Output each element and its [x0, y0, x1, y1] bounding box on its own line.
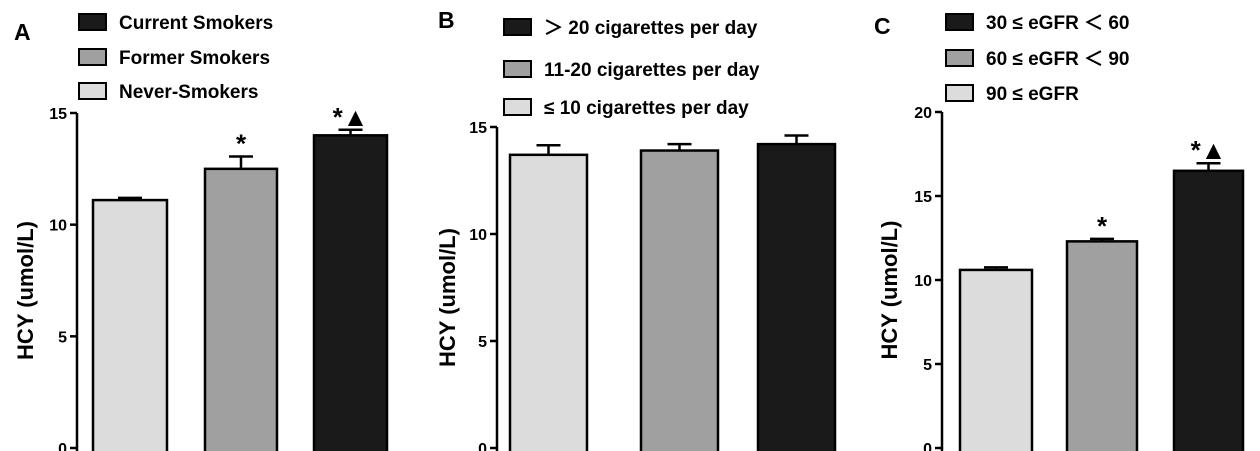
y-tick-label: 0 — [58, 441, 67, 451]
y-tick-label: 20 — [914, 105, 932, 122]
y-axis-label: HCY (umol/L) — [13, 221, 38, 360]
legend-label: 30 ≤ eGFR ＜ 60 — [986, 13, 1129, 34]
legend-swatch — [78, 13, 107, 31]
significance-annotation: *▲ — [333, 102, 369, 132]
y-tick-label: 10 — [914, 273, 932, 290]
legend-label: Current Smokers — [119, 13, 273, 34]
panel-letter: B — [438, 7, 455, 33]
y-axis-label: HCY (umol/L) — [435, 228, 460, 367]
legend-label: ＞ 20 cigarettes per day — [544, 18, 758, 39]
panel-letter: C — [874, 13, 891, 39]
bar — [756, 142, 837, 451]
y-tick-label: 15 — [49, 106, 67, 123]
bar — [1065, 240, 1139, 451]
legend-label: 60 ≤ eGFR ＜ 90 — [986, 49, 1129, 70]
panel-a: A Current Smokers Former Smokers Never-Smok… — [13, 13, 389, 451]
panel-letter: A — [14, 19, 31, 45]
legend-label: Never-Smokers — [119, 82, 258, 103]
significance-annotation: * — [236, 129, 247, 159]
bar — [91, 198, 169, 451]
bar — [958, 268, 1034, 451]
y-axis-label: HCY (umol/L) — [877, 221, 902, 360]
y-tick-label: 10 — [49, 218, 67, 235]
legend-swatch — [503, 60, 532, 78]
bar — [508, 153, 589, 451]
bar — [1172, 169, 1245, 451]
y-tick-label: 5 — [58, 329, 67, 346]
bar — [203, 167, 279, 451]
legend-swatch — [78, 82, 107, 100]
y-tick-label: 5 — [478, 334, 487, 351]
y-tick-label: 0 — [923, 441, 932, 451]
legend-label: Former Smokers — [119, 48, 270, 69]
legend-swatch — [945, 84, 974, 102]
significance-annotation: * — [1097, 211, 1108, 241]
legend-label: ≤ 10 cigarettes per day — [544, 98, 749, 119]
significance-annotation: *▲ — [1191, 135, 1227, 165]
legend-swatch — [503, 98, 532, 116]
legend-label: 11-20 cigarettes per day — [544, 60, 760, 81]
legend-swatch — [945, 13, 974, 31]
panel-c: C 30 ≤ eGFR ＜ 60 60 ≤ eGFR ＜ 90 90 ≤ eGFR 0 5… — [874, 13, 1245, 451]
legend-swatch — [945, 49, 974, 67]
y-tick-label: 15 — [914, 189, 932, 206]
bar — [639, 149, 720, 451]
panel-b: B ＞ 20 cigarettes per day 11-20 cigarettes… — [435, 7, 837, 451]
y-tick-label: 5 — [923, 357, 932, 374]
legend-swatch — [78, 48, 107, 66]
y-tick-label: 10 — [469, 227, 487, 244]
legend-label: 90 ≤ eGFR — [986, 84, 1079, 105]
y-tick-label: 0 — [478, 441, 487, 451]
y-tick-label: 15 — [469, 120, 487, 137]
legend-swatch — [503, 18, 532, 36]
bar — [312, 134, 389, 451]
